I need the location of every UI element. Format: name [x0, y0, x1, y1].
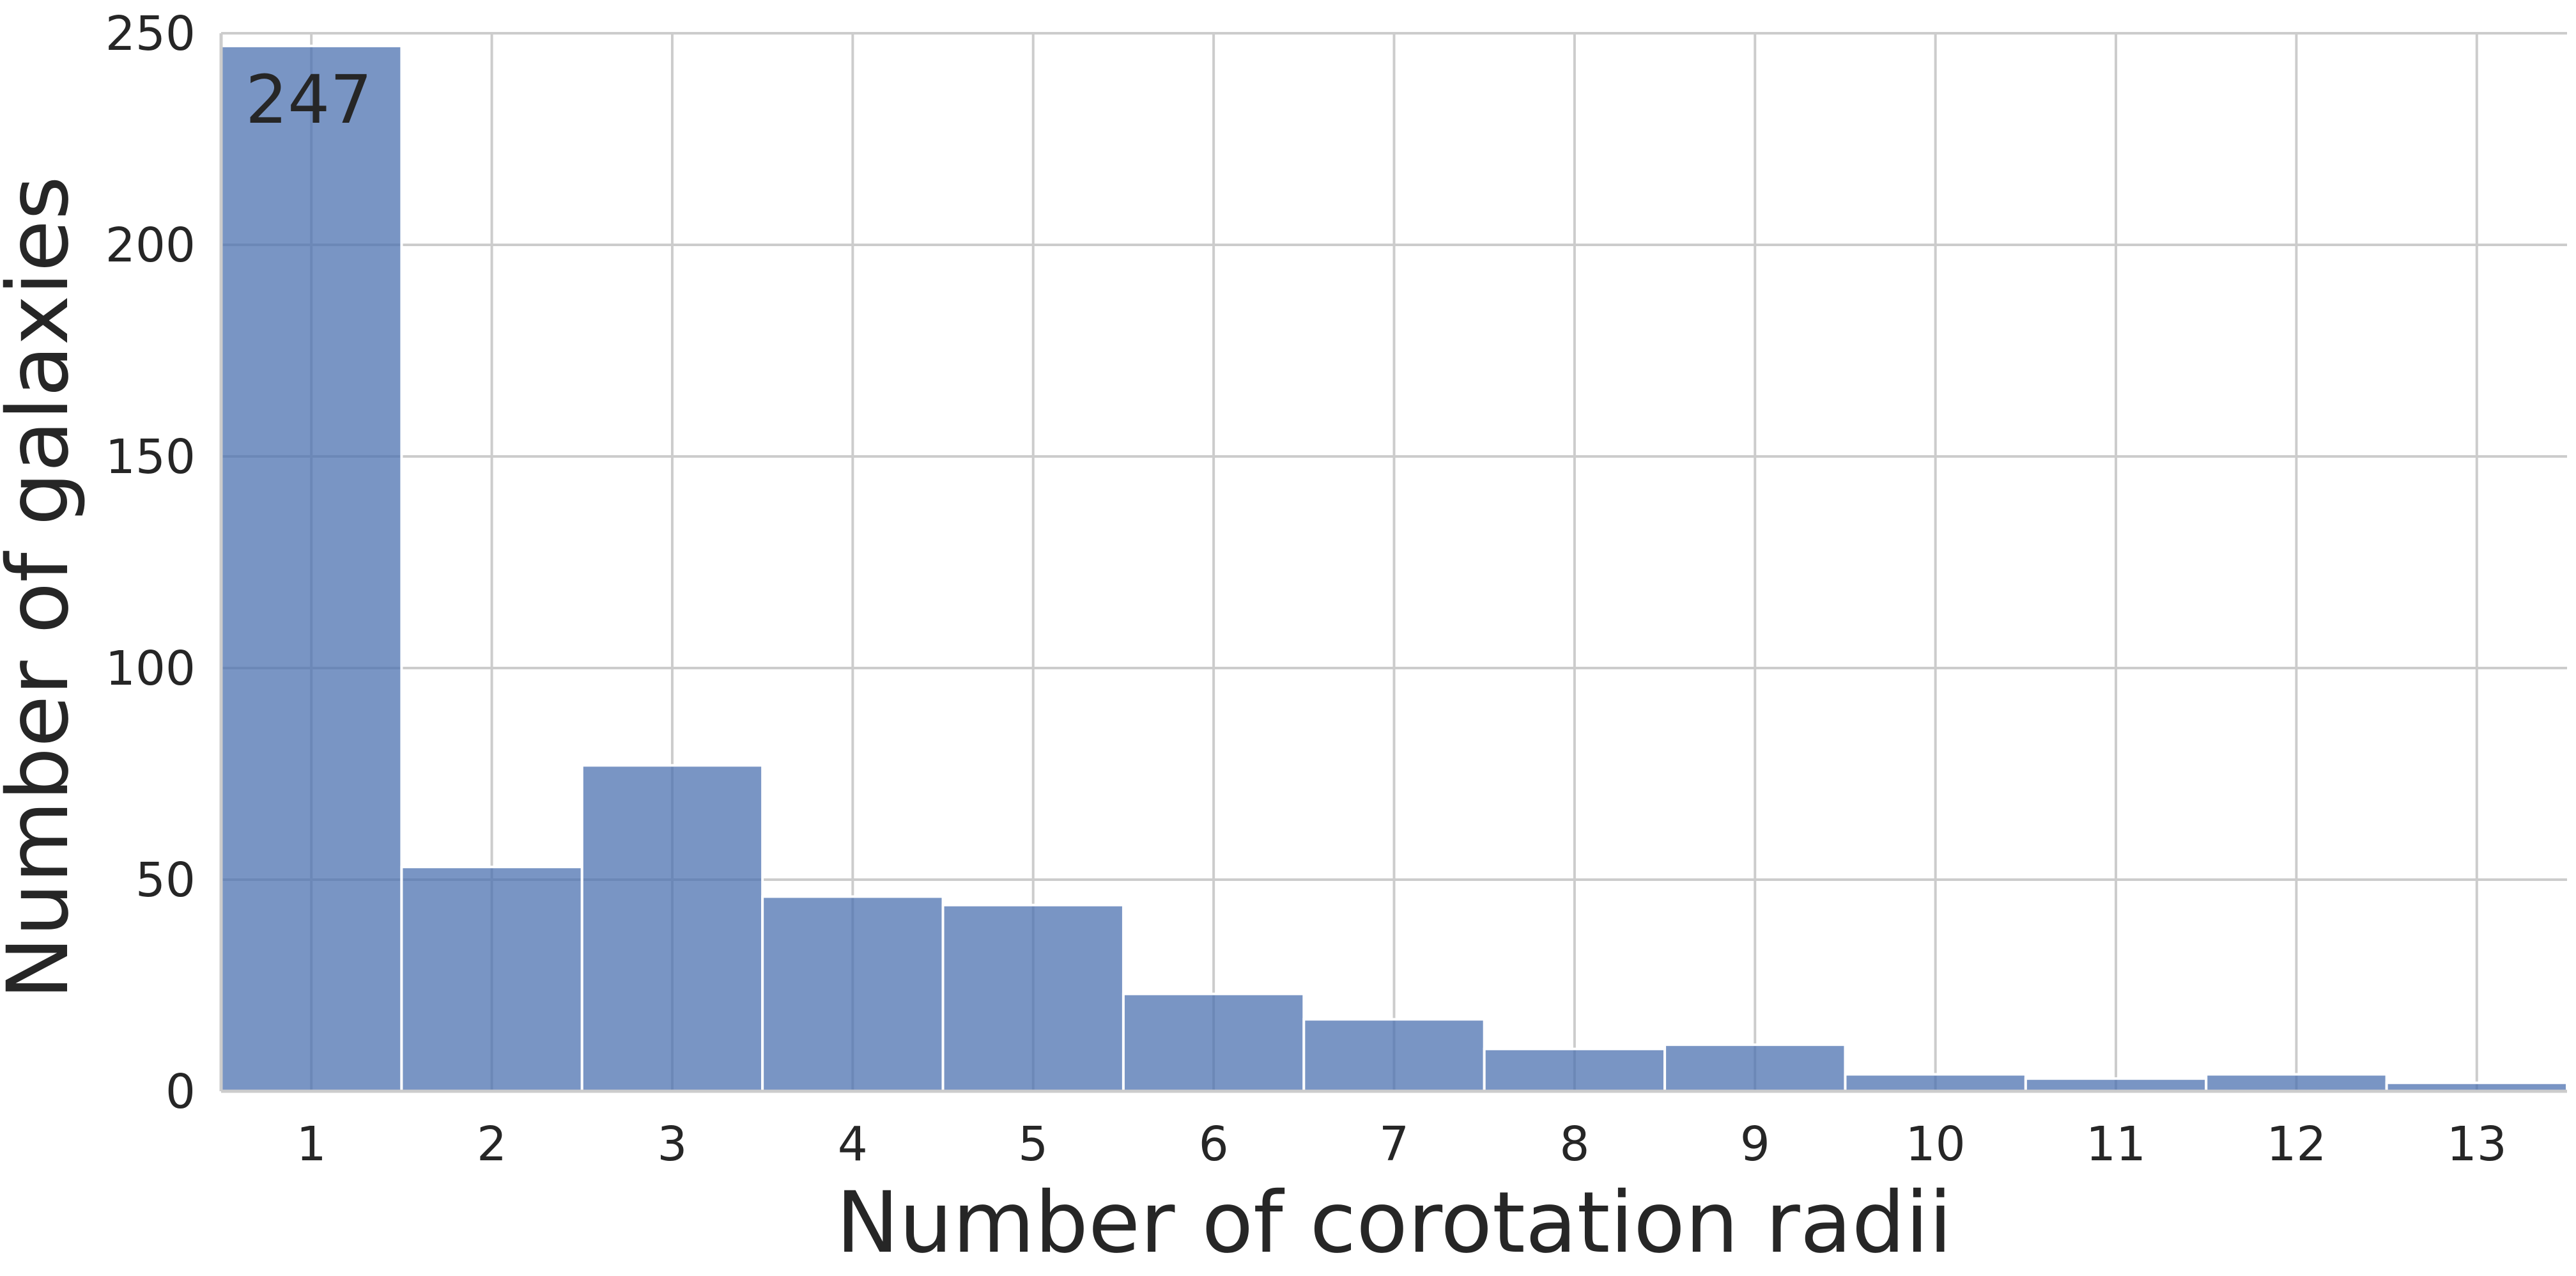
y-tick-label: 100	[105, 641, 196, 696]
x-tick-label: 8	[1559, 1117, 1589, 1172]
x-tick-label: 3	[657, 1117, 687, 1172]
y-tick-label: 250	[105, 6, 196, 61]
bar-5	[941, 903, 1125, 1093]
bars	[220, 44, 2569, 1093]
bar-6	[1122, 992, 1306, 1093]
axes	[219, 33, 2567, 1093]
bar-12	[2205, 1073, 2388, 1093]
bar-7	[1302, 1018, 1486, 1093]
y-tick-label: 200	[105, 218, 196, 273]
annotation-label: 247	[245, 61, 373, 139]
x-axis-label: Number of corotation radii	[836, 1174, 1952, 1272]
x-tick-label: 4	[838, 1117, 868, 1172]
x-tick-label: 11	[2086, 1117, 2146, 1172]
x-tick-label: 13	[2447, 1117, 2507, 1172]
y-axis-label: Number of galaxies	[0, 176, 88, 999]
x-tick-label: 10	[1906, 1117, 1966, 1172]
x-tick-label: 1	[297, 1117, 327, 1172]
bar-11	[2024, 1077, 2208, 1093]
y-tick-label: 0	[166, 1064, 196, 1119]
bar-9	[1663, 1043, 1847, 1093]
x-tick-label: 12	[2266, 1117, 2326, 1172]
bar-8	[1483, 1047, 1667, 1093]
bar-2	[400, 866, 583, 1093]
bar-4	[761, 895, 945, 1093]
y-tick-label: 150	[105, 430, 196, 485]
y-tick-labels: 0 50 100 150 200 250	[105, 6, 196, 1119]
y-tick-label: 50	[135, 853, 196, 908]
x-tick-label: 7	[1379, 1117, 1409, 1172]
x-tick-label: 2	[477, 1117, 507, 1172]
x-tick-labels: 1 2 3 4 5 6 7 8 9 10 11 12 13	[297, 1117, 2507, 1172]
x-tick-label: 5	[1018, 1117, 1048, 1172]
x-tick-label: 9	[1740, 1117, 1770, 1172]
bar-10	[1844, 1073, 2027, 1093]
bar-1	[220, 44, 403, 1093]
bar-3	[580, 764, 764, 1093]
x-tick-label: 6	[1199, 1117, 1229, 1172]
